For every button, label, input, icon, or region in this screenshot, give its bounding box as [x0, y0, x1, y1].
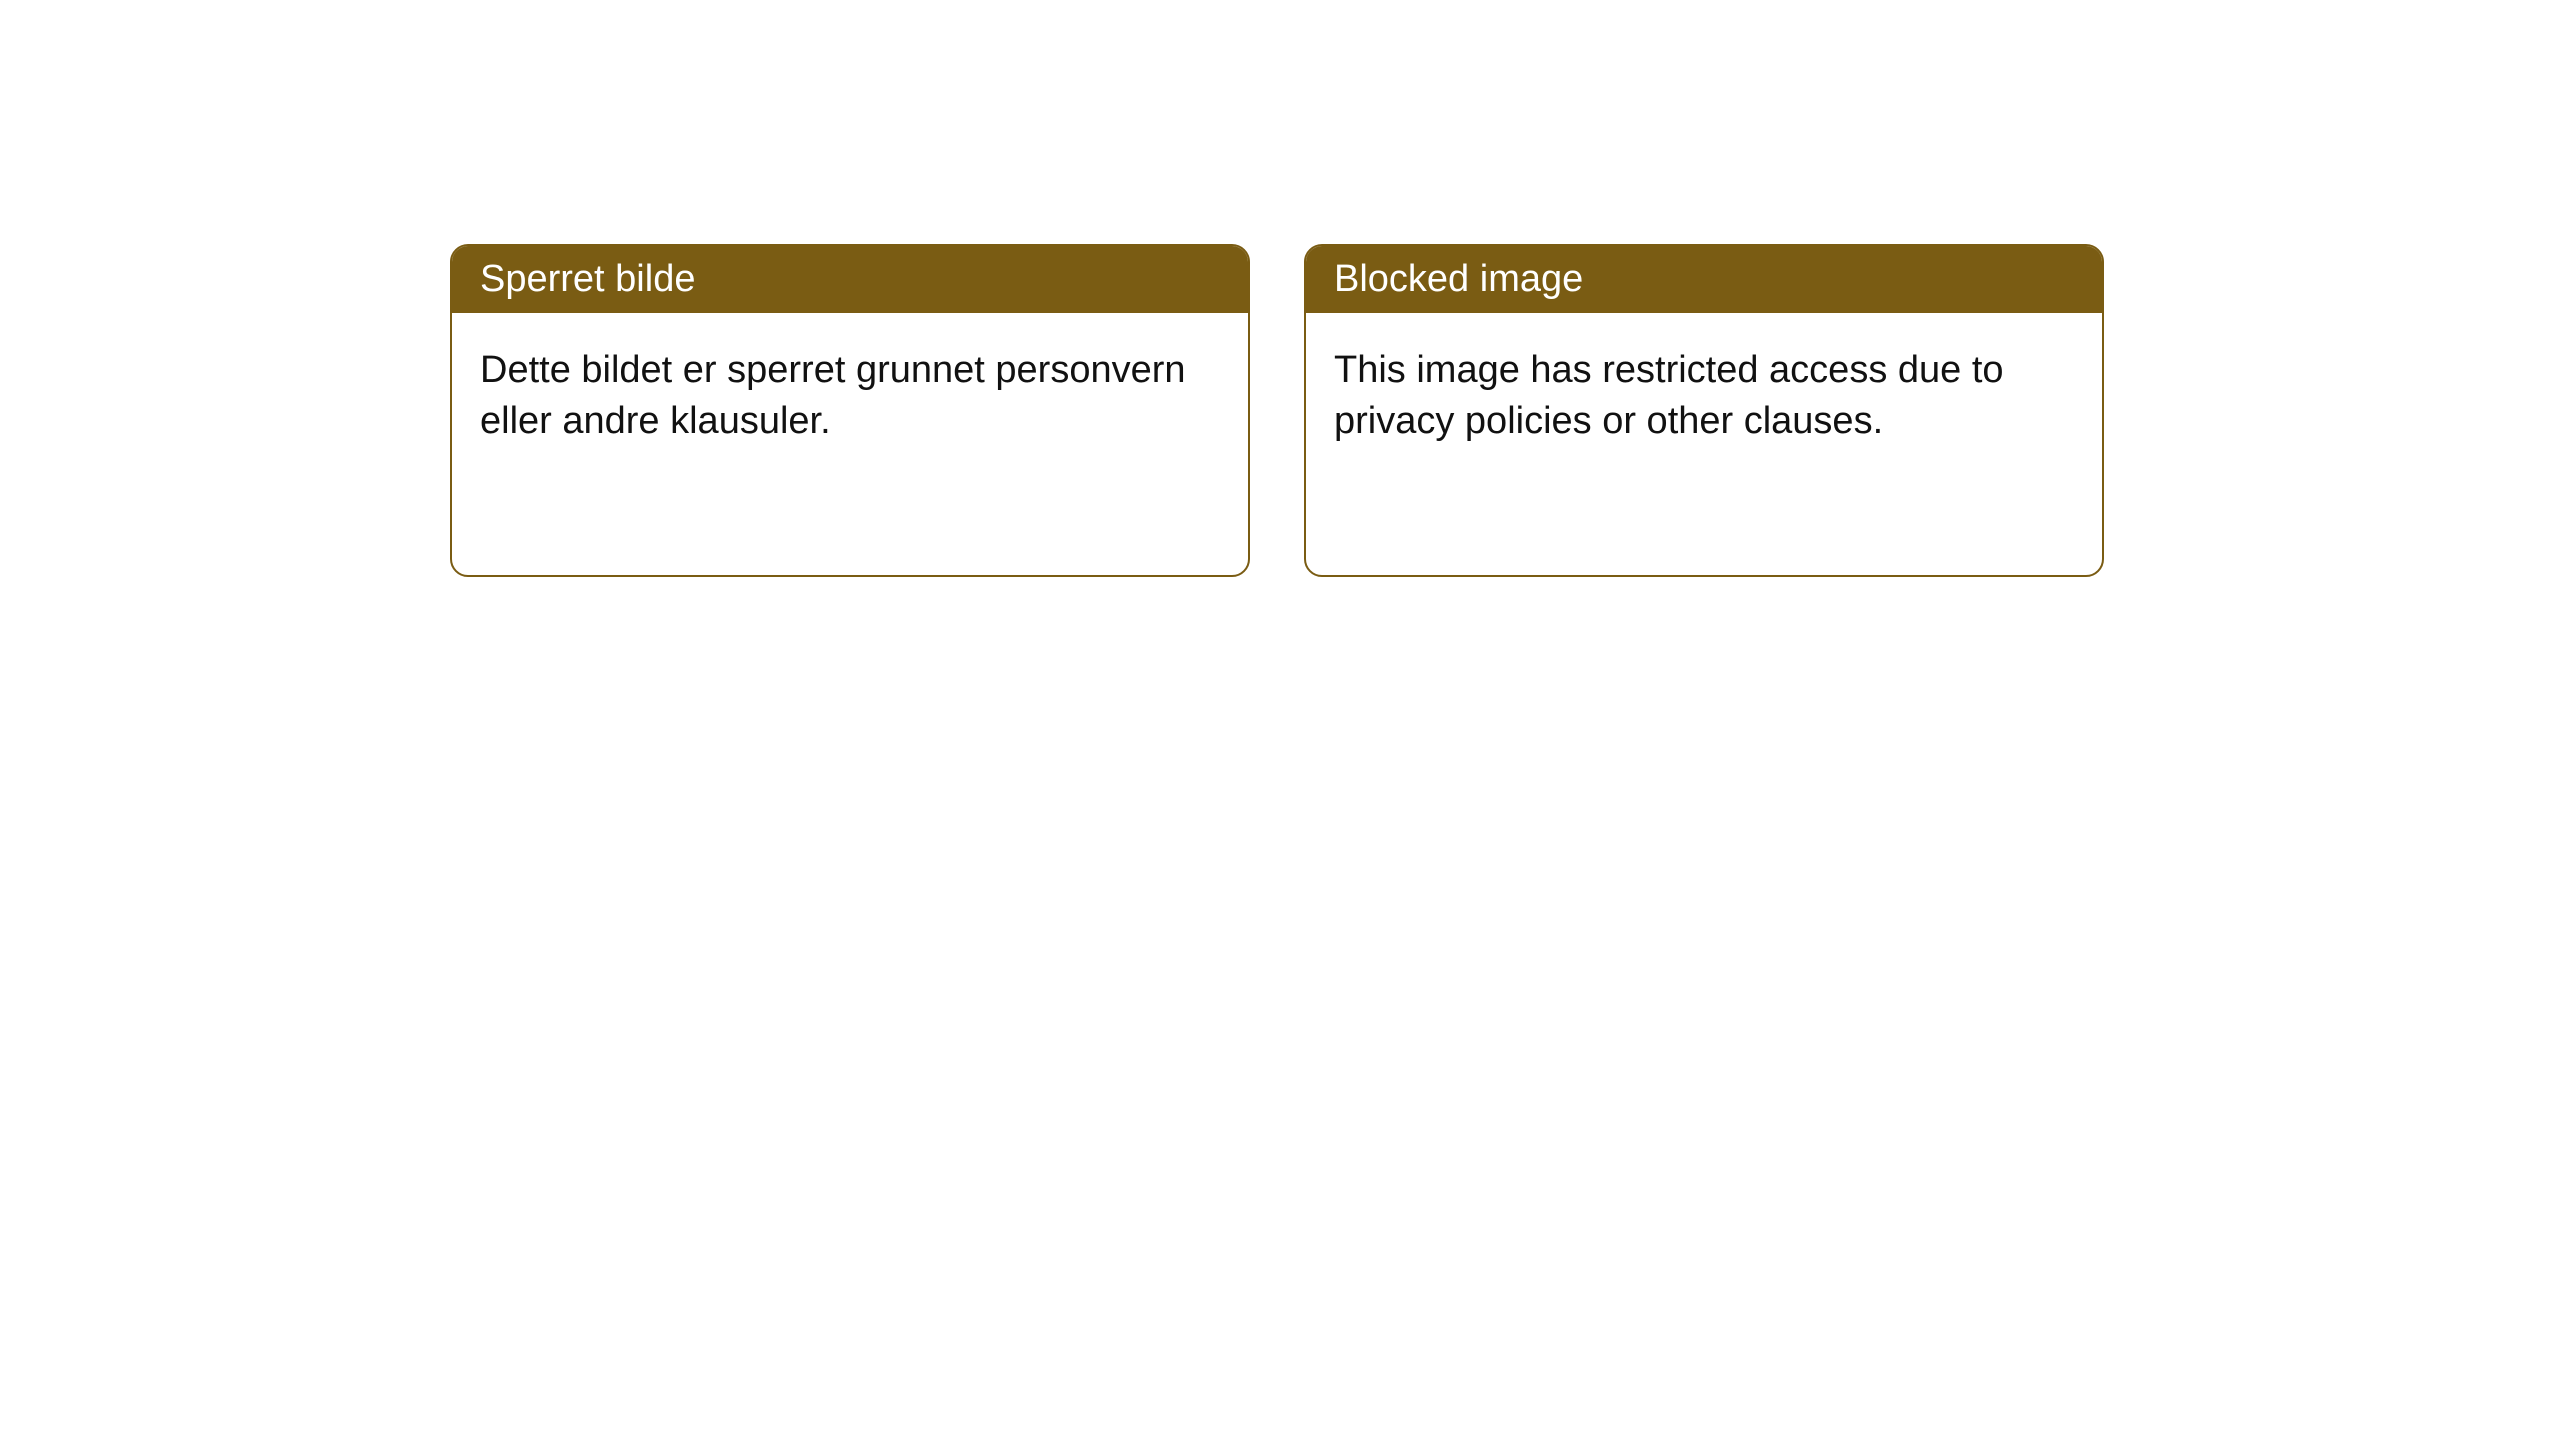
notice-card-english: Blocked image This image has restricted … [1304, 244, 2104, 577]
notice-title: Sperret bilde [480, 258, 695, 300]
notice-container: Sperret bilde Dette bildet er sperret gr… [450, 244, 2104, 577]
notice-header: Blocked image [1306, 246, 2102, 313]
notice-body: This image has restricted access due to … [1306, 313, 2102, 480]
notice-message: Dette bildet er sperret grunnet personve… [480, 349, 1186, 442]
notice-message: This image has restricted access due to … [1334, 349, 2004, 442]
notice-title: Blocked image [1334, 258, 1583, 300]
notice-body: Dette bildet er sperret grunnet personve… [452, 313, 1248, 480]
notice-header: Sperret bilde [452, 246, 1248, 313]
notice-card-norwegian: Sperret bilde Dette bildet er sperret gr… [450, 244, 1250, 577]
